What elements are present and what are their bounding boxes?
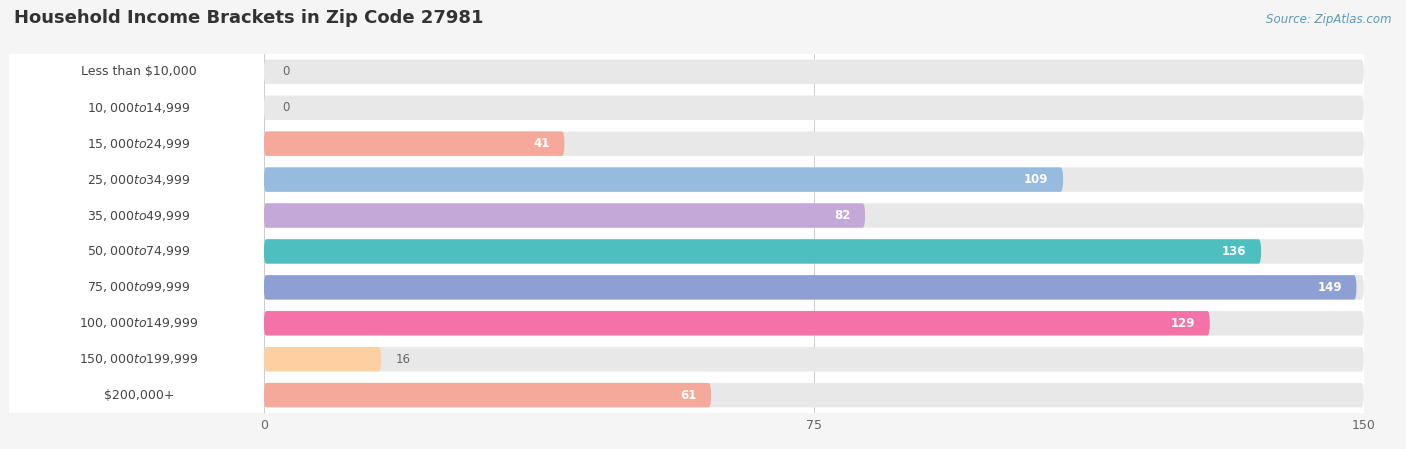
FancyBboxPatch shape	[8, 198, 269, 233]
Text: $35,000 to $49,999: $35,000 to $49,999	[87, 208, 191, 223]
FancyBboxPatch shape	[264, 167, 1364, 192]
FancyBboxPatch shape	[17, 132, 256, 156]
FancyBboxPatch shape	[17, 275, 256, 299]
FancyBboxPatch shape	[264, 90, 1364, 126]
FancyBboxPatch shape	[264, 269, 1364, 305]
Text: $75,000 to $99,999: $75,000 to $99,999	[87, 280, 191, 295]
FancyBboxPatch shape	[8, 305, 269, 341]
FancyBboxPatch shape	[17, 347, 256, 371]
FancyBboxPatch shape	[17, 311, 256, 335]
FancyBboxPatch shape	[264, 275, 1364, 299]
FancyBboxPatch shape	[17, 60, 256, 84]
FancyBboxPatch shape	[264, 162, 1364, 198]
Text: $10,000 to $14,999: $10,000 to $14,999	[87, 101, 191, 115]
FancyBboxPatch shape	[264, 132, 1364, 156]
Text: Source: ZipAtlas.com: Source: ZipAtlas.com	[1267, 13, 1392, 26]
Text: $25,000 to $34,999: $25,000 to $34,999	[87, 172, 191, 187]
FancyBboxPatch shape	[264, 203, 865, 228]
Text: 16: 16	[395, 353, 411, 365]
Text: 149: 149	[1317, 281, 1341, 294]
FancyBboxPatch shape	[264, 132, 564, 156]
FancyBboxPatch shape	[264, 377, 1364, 413]
Text: 136: 136	[1222, 245, 1247, 258]
Text: 129: 129	[1171, 317, 1195, 330]
FancyBboxPatch shape	[17, 239, 256, 264]
Text: 61: 61	[681, 389, 696, 401]
FancyBboxPatch shape	[8, 341, 269, 377]
FancyBboxPatch shape	[264, 233, 1364, 269]
FancyBboxPatch shape	[264, 54, 1364, 90]
FancyBboxPatch shape	[264, 60, 1364, 84]
FancyBboxPatch shape	[17, 383, 256, 407]
FancyBboxPatch shape	[264, 239, 1364, 264]
FancyBboxPatch shape	[264, 203, 1364, 228]
FancyBboxPatch shape	[8, 377, 269, 413]
FancyBboxPatch shape	[264, 198, 1364, 233]
FancyBboxPatch shape	[264, 311, 1209, 335]
FancyBboxPatch shape	[8, 54, 269, 90]
Text: $150,000 to $199,999: $150,000 to $199,999	[79, 352, 198, 366]
FancyBboxPatch shape	[264, 167, 1063, 192]
FancyBboxPatch shape	[264, 347, 1364, 371]
Text: Household Income Brackets in Zip Code 27981: Household Income Brackets in Zip Code 27…	[14, 9, 484, 27]
FancyBboxPatch shape	[17, 203, 256, 228]
FancyBboxPatch shape	[8, 162, 269, 198]
FancyBboxPatch shape	[264, 305, 1364, 341]
Text: $50,000 to $74,999: $50,000 to $74,999	[87, 244, 191, 259]
FancyBboxPatch shape	[8, 269, 269, 305]
FancyBboxPatch shape	[264, 311, 1364, 335]
FancyBboxPatch shape	[17, 96, 256, 120]
Text: 41: 41	[533, 137, 550, 150]
FancyBboxPatch shape	[264, 275, 1357, 299]
FancyBboxPatch shape	[264, 126, 1364, 162]
FancyBboxPatch shape	[264, 347, 381, 371]
Text: 0: 0	[283, 66, 290, 78]
FancyBboxPatch shape	[264, 96, 1364, 120]
FancyBboxPatch shape	[8, 126, 269, 162]
FancyBboxPatch shape	[264, 239, 1261, 264]
FancyBboxPatch shape	[264, 383, 711, 407]
Text: 109: 109	[1024, 173, 1049, 186]
Text: 82: 82	[834, 209, 851, 222]
FancyBboxPatch shape	[264, 341, 1364, 377]
Text: $15,000 to $24,999: $15,000 to $24,999	[87, 136, 191, 151]
Text: $200,000+: $200,000+	[104, 389, 174, 401]
Text: Less than $10,000: Less than $10,000	[82, 66, 197, 78]
Text: 0: 0	[283, 101, 290, 114]
Text: $100,000 to $149,999: $100,000 to $149,999	[79, 316, 198, 330]
FancyBboxPatch shape	[17, 167, 256, 192]
FancyBboxPatch shape	[264, 383, 1364, 407]
FancyBboxPatch shape	[8, 90, 269, 126]
FancyBboxPatch shape	[8, 233, 269, 269]
